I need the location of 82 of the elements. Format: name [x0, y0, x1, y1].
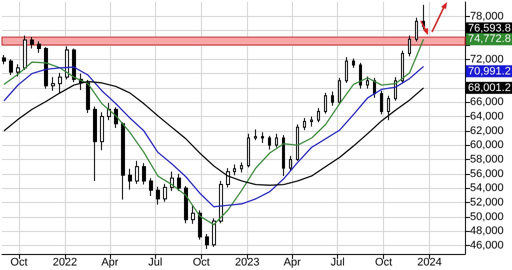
candlestick	[415, 17, 418, 42]
candlestick	[16, 64, 20, 77]
candlestick	[65, 46, 69, 80]
candlestick	[401, 50, 404, 84]
candlestick	[366, 76, 369, 90]
candlestick	[345, 56, 348, 84]
candlestick	[51, 76, 55, 92]
candlestick	[303, 117, 306, 131]
y-tick-label: 78,000	[470, 10, 504, 22]
candlestick	[219, 180, 223, 224]
candlestick	[184, 185, 188, 224]
candlestick	[191, 204, 195, 224]
candlestick	[261, 132, 264, 144]
candlestick	[282, 134, 285, 176]
candlestick	[149, 178, 153, 197]
candlestick	[338, 77, 341, 105]
y-tick-label: 48,000	[470, 225, 504, 238]
y-tick-label: 72,000	[470, 53, 504, 66]
candlestick	[9, 58, 13, 76]
candlestick	[163, 183, 167, 202]
candlestick	[44, 46, 48, 90]
candlestick	[268, 135, 271, 150]
candlestick	[107, 102, 111, 121]
candlestick	[296, 124, 299, 162]
candlestick	[324, 92, 327, 114]
candlestick	[135, 160, 139, 184]
candlestick	[2, 54, 6, 65]
candlestick	[198, 210, 202, 240]
x-tick-label: Oct	[375, 256, 392, 268]
y-tick-label: 56,000	[470, 168, 504, 180]
y-tick-label: 60,000	[470, 139, 504, 152]
y-tick-label: 62,000	[470, 124, 504, 137]
y-tick-label: 64,000	[470, 110, 504, 123]
candlestick	[233, 164, 236, 176]
candlestick	[156, 186, 160, 206]
candlestick	[240, 162, 243, 173]
text: 74,772.8	[468, 33, 511, 46]
candlestick	[331, 90, 334, 106]
candlestick	[275, 133, 278, 148]
line-series	[3, 66, 424, 208]
candlestick	[30, 36, 34, 50]
x-tick-label: Oct	[192, 256, 210, 268]
x-tick-label: Apr	[101, 256, 119, 268]
y-tick-label: 46,000	[470, 239, 504, 252]
candlestick	[352, 58, 355, 68]
x-tick-label: Jul	[330, 256, 345, 268]
candlestick	[359, 62, 362, 90]
candlestick	[72, 48, 76, 83]
y-tick-label: 58,000	[470, 154, 504, 166]
candlestick	[387, 95, 390, 121]
candlestick	[254, 128, 257, 141]
candlestick	[247, 133, 250, 168]
candlestick	[289, 155, 292, 172]
y-tick-label: 66,000	[470, 96, 504, 108]
candlestick	[100, 112, 104, 151]
candlestick	[177, 173, 181, 192]
x-tick-label: Jul	[148, 256, 162, 268]
candlestick	[310, 116, 313, 128]
candlestick	[37, 40, 41, 54]
candlestick	[93, 106, 97, 182]
y-tick-label: 50,000	[470, 210, 504, 223]
text: 68,001.2	[468, 82, 511, 94]
text: 70,991.2	[468, 65, 511, 78]
candlestick	[128, 168, 132, 190]
x-tick-label: Oct	[10, 256, 28, 268]
x-tick-label: 2024	[417, 256, 442, 268]
text: 76,593.8	[468, 22, 511, 34]
x-tick-label: 2023	[234, 256, 260, 268]
line-series	[3, 38, 424, 226]
candlestick	[317, 107, 320, 123]
candlestick	[205, 233, 209, 250]
candlestick	[23, 35, 27, 71]
y-tick-label: 52,000	[470, 196, 504, 208]
y-tick-label: 54,000	[470, 182, 504, 194]
x-tick-label: Apr	[284, 256, 302, 268]
candlestick	[114, 106, 118, 128]
candlestick	[380, 90, 383, 115]
candlestick	[142, 162, 146, 186]
x-tick-label: 2022	[52, 256, 78, 268]
candlestick	[408, 35, 411, 57]
candlestick	[212, 218, 216, 248]
candlestick	[121, 122, 125, 200]
